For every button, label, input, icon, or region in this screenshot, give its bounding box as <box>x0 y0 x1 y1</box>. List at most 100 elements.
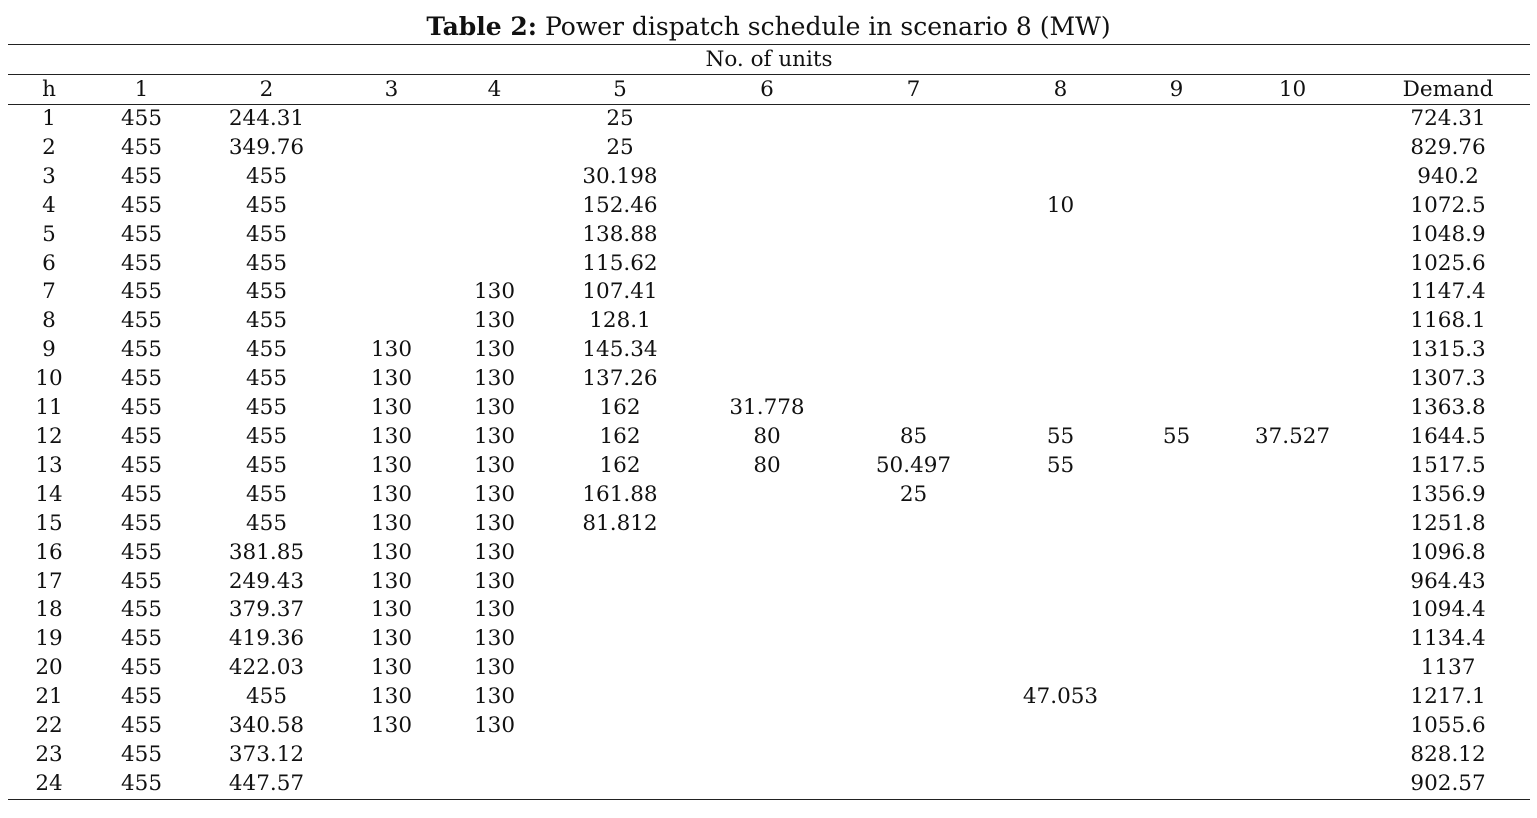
cell-demand: 828.12 <box>1410 741 1486 767</box>
cell-h: 6 <box>42 250 56 276</box>
cell-unit-8 <box>987 510 1134 539</box>
cell-unit-5: 107.41 <box>582 279 658 305</box>
column-header-unit-5: 5 <box>546 74 694 105</box>
cell-unit-6 <box>694 365 840 394</box>
cell-unit-6 <box>694 221 840 250</box>
column-header-demand: Demand <box>1366 74 1531 105</box>
cell-demand: 1096.8 <box>1410 539 1486 565</box>
cell-unit-9 <box>1134 481 1219 510</box>
cell-unit-3 <box>340 307 443 336</box>
cell-unit-2: 340.58 <box>228 713 305 739</box>
cell-unit-8 <box>987 568 1134 597</box>
cell-unit-10 <box>1219 712 1366 741</box>
cell-unit-6: 80 <box>753 452 781 478</box>
cell-unit-7 <box>840 250 987 279</box>
table-row: 3 455 455 30.198 940.2 <box>8 163 1530 192</box>
cell-demand: 1517.5 <box>1410 452 1486 478</box>
cell-unit-7 <box>840 307 987 336</box>
cell-unit-10 <box>1219 336 1366 365</box>
column-header-unit-9: 9 <box>1134 74 1219 105</box>
cell-demand: 940.2 <box>1417 163 1479 189</box>
cell-unit-1: 455 <box>120 741 163 767</box>
table-row: 6 455 455 115.62 1025.6 <box>8 250 1530 279</box>
column-header-h: h <box>8 74 90 105</box>
cell-unit-8 <box>987 336 1134 365</box>
cell-unit-9 <box>1134 336 1219 365</box>
table-caption-text: Power dispatch schedule in scenario 8 (M… <box>537 12 1111 41</box>
cell-unit-5 <box>546 712 694 741</box>
cell-unit-5: 162 <box>599 423 641 449</box>
cell-unit-6 <box>694 134 840 163</box>
cell-unit-1: 455 <box>120 626 163 652</box>
cell-unit-2: 455 <box>245 337 288 363</box>
cell-unit-2: 455 <box>245 423 288 449</box>
group-header-units: No. of units <box>8 44 1531 75</box>
cell-unit-5 <box>546 741 694 770</box>
cell-unit-6 <box>694 481 840 510</box>
cell-unit-4: 130 <box>473 337 516 363</box>
cell-unit-2: 455 <box>245 366 288 392</box>
cell-unit-6 <box>694 741 840 770</box>
cell-unit-1: 455 <box>120 423 163 449</box>
column-header-unit-2: 2 <box>193 74 340 105</box>
cell-unit-6 <box>694 769 840 800</box>
cell-demand: 902.57 <box>1366 769 1531 800</box>
cell-unit-8 <box>987 741 1134 770</box>
table-row: 19 455 419.36 130 130 1134.4 <box>8 625 1530 654</box>
cell-unit-1: 455 <box>120 713 163 739</box>
cell-h: 17 <box>35 568 63 594</box>
cell-h: 9 <box>42 337 56 363</box>
cell-unit-5: 128.1 <box>589 308 651 334</box>
cell-demand: 1147.4 <box>1410 279 1486 305</box>
cell-unit-4: 130 <box>473 395 516 421</box>
cell-unit-10 <box>1219 394 1366 423</box>
group-header-row: No. of units <box>8 44 1531 75</box>
cell-unit-9 <box>1134 596 1219 625</box>
cell-h: 2 <box>42 134 56 160</box>
cell-unit-4: 130 <box>473 279 516 305</box>
cell-unit-2: 455 <box>245 481 288 507</box>
cell-demand: 1356.9 <box>1410 481 1486 507</box>
cell-unit-10 <box>1219 568 1366 597</box>
cell-unit-1: 455 <box>120 337 163 363</box>
cell-unit-3: 130 <box>370 684 413 710</box>
cell-unit-3: 130 <box>370 713 413 739</box>
cell-unit-8 <box>987 625 1134 654</box>
table-row: 18 455 379.37 130 130 1094.4 <box>8 596 1530 625</box>
cell-unit-10 <box>1219 250 1366 279</box>
cell-unit-10: 37.527 <box>1254 423 1331 449</box>
cell-unit-2: 244.31 <box>228 106 305 131</box>
cell-h: 4 <box>42 192 56 218</box>
cell-unit-8 <box>987 221 1134 250</box>
cell-unit-10 <box>1219 510 1366 539</box>
table-row: 4 455 455 152.46 10 1072.5 <box>8 192 1530 221</box>
cell-demand: 1025.6 <box>1410 250 1486 276</box>
cell-demand: 1307.3 <box>1410 366 1486 392</box>
cell-unit-3 <box>340 278 443 307</box>
cell-unit-10 <box>1219 278 1366 307</box>
cell-unit-1: 455 <box>120 250 163 276</box>
cell-unit-6: 31.778 <box>729 395 805 421</box>
cell-unit-1: 455 <box>120 597 163 623</box>
cell-unit-8 <box>987 394 1134 423</box>
cell-unit-7 <box>840 105 987 134</box>
cell-unit-3: 130 <box>370 423 413 449</box>
cell-unit-5 <box>546 568 694 597</box>
cell-unit-4 <box>443 163 546 192</box>
cell-h: 3 <box>42 163 56 189</box>
cell-unit-10 <box>1219 163 1366 192</box>
cell-unit-6 <box>694 596 840 625</box>
cell-unit-2: 249.43 <box>228 568 305 594</box>
column-header-unit-3: 3 <box>340 74 443 105</box>
cell-unit-7: 50.497 <box>875 452 952 478</box>
cell-unit-8 <box>987 278 1134 307</box>
cell-unit-4: 130 <box>473 684 516 710</box>
cell-unit-5: 162 <box>599 395 641 421</box>
table-row: 23 455 373.12 828.12 <box>8 741 1530 770</box>
cell-unit-9 <box>1134 365 1219 394</box>
cell-unit-1: 455 <box>120 279 163 305</box>
cell-h: 24 <box>8 769 90 800</box>
cell-unit-9 <box>1134 683 1219 712</box>
table-row: 7 455 455 130 107.41 1147.4 <box>8 278 1530 307</box>
cell-unit-5: 162 <box>599 452 641 478</box>
